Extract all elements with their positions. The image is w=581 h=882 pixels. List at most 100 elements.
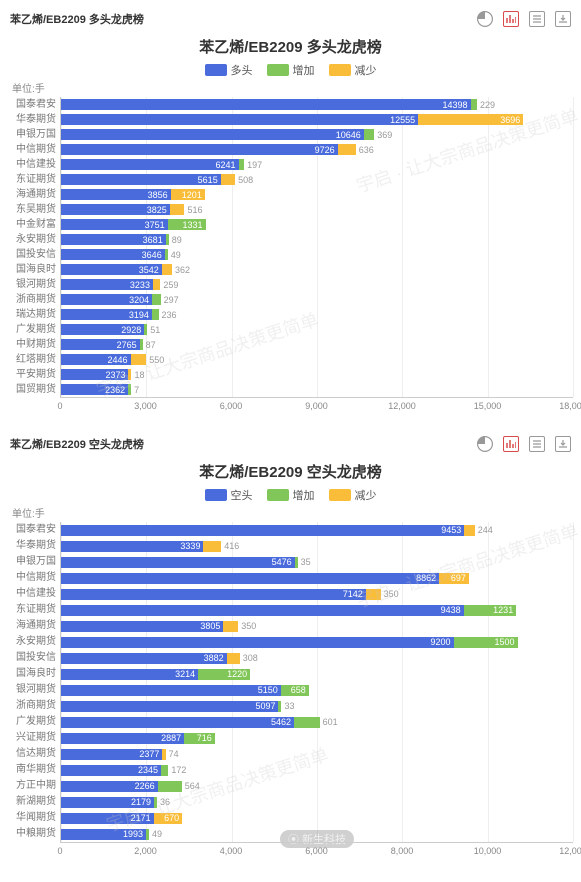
bar-main-value: 14398 <box>443 100 468 110</box>
bar[interactable]: 2179 36 <box>61 797 573 808</box>
chart-panel-0: 苯乙烯/EB2209 多头龙虎榜 苯乙烯/EB2209 多头龙虎榜 多头 增加 … <box>0 0 581 425</box>
legend: 多头 增加 减少 <box>8 62 573 78</box>
legend-item-main[interactable]: 多头 <box>205 62 253 78</box>
chart-area: 国泰君安华泰期货申银万国中信期货中信建投东证期货海通期货永安期货国投安信国海良时… <box>8 522 573 842</box>
bar-delta-value: 564 <box>185 781 200 791</box>
bar-main-value: 9200 <box>431 637 451 647</box>
chart-title: 苯乙烯/EB2209 多头龙虎榜 <box>8 36 573 57</box>
bar[interactable]: 5097 33 <box>61 701 573 712</box>
bar[interactable]: 2345 172 <box>61 765 573 776</box>
list-icon[interactable] <box>529 11 545 27</box>
bar[interactable]: 3882 308 <box>61 653 573 664</box>
bar[interactable]: 3233 259 <box>61 279 573 290</box>
bar-icon[interactable] <box>503 436 519 452</box>
bar[interactable]: 9438 1231 <box>61 605 573 616</box>
bar[interactable]: 9726 636 <box>61 144 573 155</box>
bar[interactable]: 2887 716 <box>61 733 573 744</box>
bar-main-value: 9438 <box>441 605 461 615</box>
bar-delta-value: 172 <box>171 765 186 775</box>
bar-main-seg: 3681 <box>61 234 166 245</box>
bar[interactable]: 3856 1201 <box>61 189 573 200</box>
bar-main-seg: 5097 <box>61 701 278 712</box>
y-label: 红塔期货 <box>8 352 60 367</box>
bar[interactable]: 5615 508 <box>61 174 573 185</box>
bar-delta-value: 636 <box>359 145 374 155</box>
bar[interactable]: 3204 297 <box>61 294 573 305</box>
bar-icon[interactable] <box>503 11 519 27</box>
download-icon[interactable] <box>555 436 571 452</box>
bar-delta-value: 51 <box>150 325 160 335</box>
list-icon[interactable] <box>529 436 545 452</box>
chart-panel-1: 苯乙烯/EB2209 空头龙虎榜 苯乙烯/EB2209 空头龙虎榜 空头 增加 … <box>0 425 581 870</box>
bar-delta-seg: 297 <box>152 294 160 305</box>
y-label: 浙商期货 <box>8 698 60 714</box>
bar-main-seg: 9438 <box>61 605 464 616</box>
bar[interactable]: 1993 49 <box>61 829 573 840</box>
bar-rows: 14398 229 12555 3696 <box>61 97 573 397</box>
bar[interactable]: 3542 362 <box>61 264 573 275</box>
y-label: 广发期货 <box>8 714 60 730</box>
bar[interactable]: 5476 35 <box>61 557 573 568</box>
legend-item-dec[interactable]: 减少 <box>329 487 377 503</box>
bar[interactable]: 2266 564 <box>61 781 573 792</box>
bar[interactable]: 9200 1500 <box>61 637 573 648</box>
bar[interactable]: 2362 7 <box>61 384 573 395</box>
bar-delta-seg: 369 <box>364 129 374 140</box>
bar[interactable]: 12555 3696 <box>61 114 573 125</box>
bar[interactable]: 7142 350 <box>61 589 573 600</box>
bar-main-value: 2362 <box>105 385 125 395</box>
bar[interactable]: 3339 416 <box>61 541 573 552</box>
bar[interactable]: 14398 229 <box>61 99 573 110</box>
legend-item-inc[interactable]: 增加 <box>267 62 315 78</box>
bar-row: 5476 35 <box>61 554 573 570</box>
bar[interactable]: 3751 1331 <box>61 219 573 230</box>
pie-icon[interactable] <box>477 11 493 27</box>
chart-area: 国泰君安华泰期货申银万国中信期货中信建投东证期货海通期货东吴期货中金财富永安期货… <box>8 97 573 397</box>
pie-icon[interactable] <box>477 436 493 452</box>
bar-row: 3882 308 <box>61 650 573 666</box>
bar[interactable]: 2765 87 <box>61 339 573 350</box>
bar[interactable]: 10646 369 <box>61 129 573 140</box>
legend-item-main[interactable]: 空头 <box>205 487 253 503</box>
bar[interactable]: 2928 51 <box>61 324 573 335</box>
legend-item-dec[interactable]: 减少 <box>329 62 377 78</box>
bar[interactable]: 3194 236 <box>61 309 573 320</box>
bar[interactable]: 3646 49 <box>61 249 573 260</box>
bar[interactable]: 9453 244 <box>61 525 573 536</box>
bar[interactable]: 2171 670 <box>61 813 573 824</box>
bar-main-seg: 5150 <box>61 685 281 696</box>
bar-main-value: 3825 <box>147 205 167 215</box>
bar-main-seg: 2362 <box>61 384 128 395</box>
x-tick-label: 18,000 <box>559 401 581 411</box>
bar[interactable]: 2446 550 <box>61 354 573 365</box>
bar-delta-seg: 564 <box>158 781 182 792</box>
bar-row: 3339 416 <box>61 538 573 554</box>
bar-delta-seg: 508 <box>221 174 235 185</box>
unit-label: 单位:手 <box>12 80 573 95</box>
bar-delta-value: 416 <box>224 541 239 551</box>
bar[interactable]: 2377 74 <box>61 749 573 760</box>
bar[interactable]: 5462 601 <box>61 717 573 728</box>
bar[interactable]: 8862 697 <box>61 573 573 584</box>
bar[interactable]: 2373 18 <box>61 369 573 380</box>
bar-row: 3825 516 <box>61 202 573 217</box>
bar-delta-value: 35 <box>301 557 311 567</box>
bar-delta-seg: 636 <box>338 144 356 155</box>
bar[interactable]: 6241 197 <box>61 159 573 170</box>
bar-delta-seg: 658 <box>281 685 309 696</box>
bar-delta-value: 1500 <box>495 637 515 647</box>
bar-row: 2266 564 <box>61 778 573 794</box>
bar[interactable]: 3214 1220 <box>61 669 573 680</box>
bar-main-value: 3751 <box>145 220 165 230</box>
bar-main-seg: 3825 <box>61 204 170 215</box>
bar[interactable]: 3805 350 <box>61 621 573 632</box>
legend-item-inc[interactable]: 增加 <box>267 487 315 503</box>
bar-delta-value: 516 <box>187 205 202 215</box>
bar[interactable]: 3681 89 <box>61 234 573 245</box>
bar-row: 9453 244 <box>61 522 573 538</box>
bar[interactable]: 5150 658 <box>61 685 573 696</box>
bar[interactable]: 3825 516 <box>61 204 573 215</box>
download-icon[interactable] <box>555 11 571 27</box>
bar-main-seg: 3805 <box>61 621 223 632</box>
bar-main-seg: 3233 <box>61 279 153 290</box>
